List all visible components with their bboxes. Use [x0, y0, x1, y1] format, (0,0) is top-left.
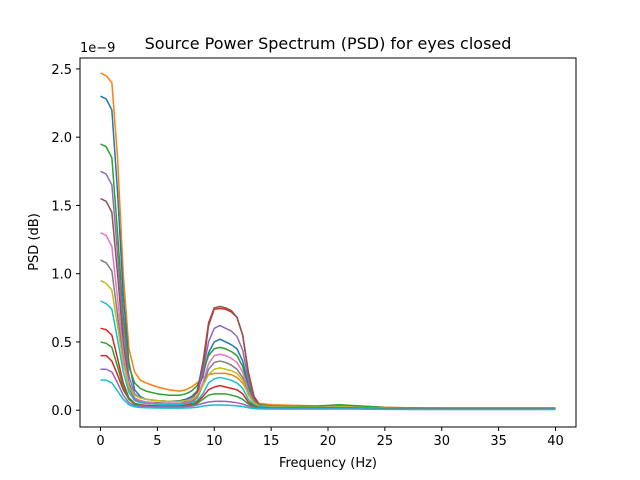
psd-series-line-13 [100, 379, 556, 411]
psd-series-line-6 [100, 232, 556, 410]
psd-series-line-4 [100, 170, 556, 410]
psd-series-line-10 [100, 327, 556, 410]
y-tick-label: 0.0 [51, 404, 72, 419]
x-tick-label: 5 [153, 434, 161, 449]
x-tick-label: 0 [96, 434, 104, 449]
chart-title: Source Power Spectrum (PSD) for eyes clo… [145, 34, 512, 53]
x-tick-label: 20 [320, 434, 337, 449]
x-tick-label: 10 [206, 434, 223, 449]
y-axis: 0.0 0.5 1.0 1.5 2.0 2.5 [51, 63, 80, 419]
psd-series-line-3 [100, 143, 556, 409]
x-tick-label: 30 [433, 434, 450, 449]
y-tick-label: 2.5 [51, 63, 72, 78]
x-tick-label: 25 [377, 434, 394, 449]
psd-series-line-1 [100, 72, 556, 409]
y-offset-label: 1e−9 [80, 41, 115, 56]
psd-series-line-0 [100, 307, 556, 410]
plot-frame [79, 57, 577, 428]
x-axis: 0 5 10 15 20 25 30 35 40 [96, 427, 564, 449]
y-tick-label: 2.0 [51, 131, 72, 146]
psd-series-line-11 [100, 341, 556, 410]
psd-series-line-9 [100, 300, 556, 410]
psd-series-line-5 [100, 197, 556, 410]
x-tick-label: 15 [263, 434, 280, 449]
x-tick-label: 35 [490, 434, 507, 449]
y-tick-label: 1.5 [51, 199, 72, 214]
series-layer [100, 72, 556, 411]
y-axis-title: PSD (dB) [27, 213, 42, 271]
x-tick-label: 40 [547, 434, 564, 449]
x-axis-title: Frequency (Hz) [279, 456, 377, 471]
psd-series-line-7 [100, 259, 556, 410]
psd-series-line-2 [100, 95, 556, 410]
y-tick-label: 0.5 [51, 336, 72, 351]
y-tick-label: 1.0 [51, 268, 72, 283]
